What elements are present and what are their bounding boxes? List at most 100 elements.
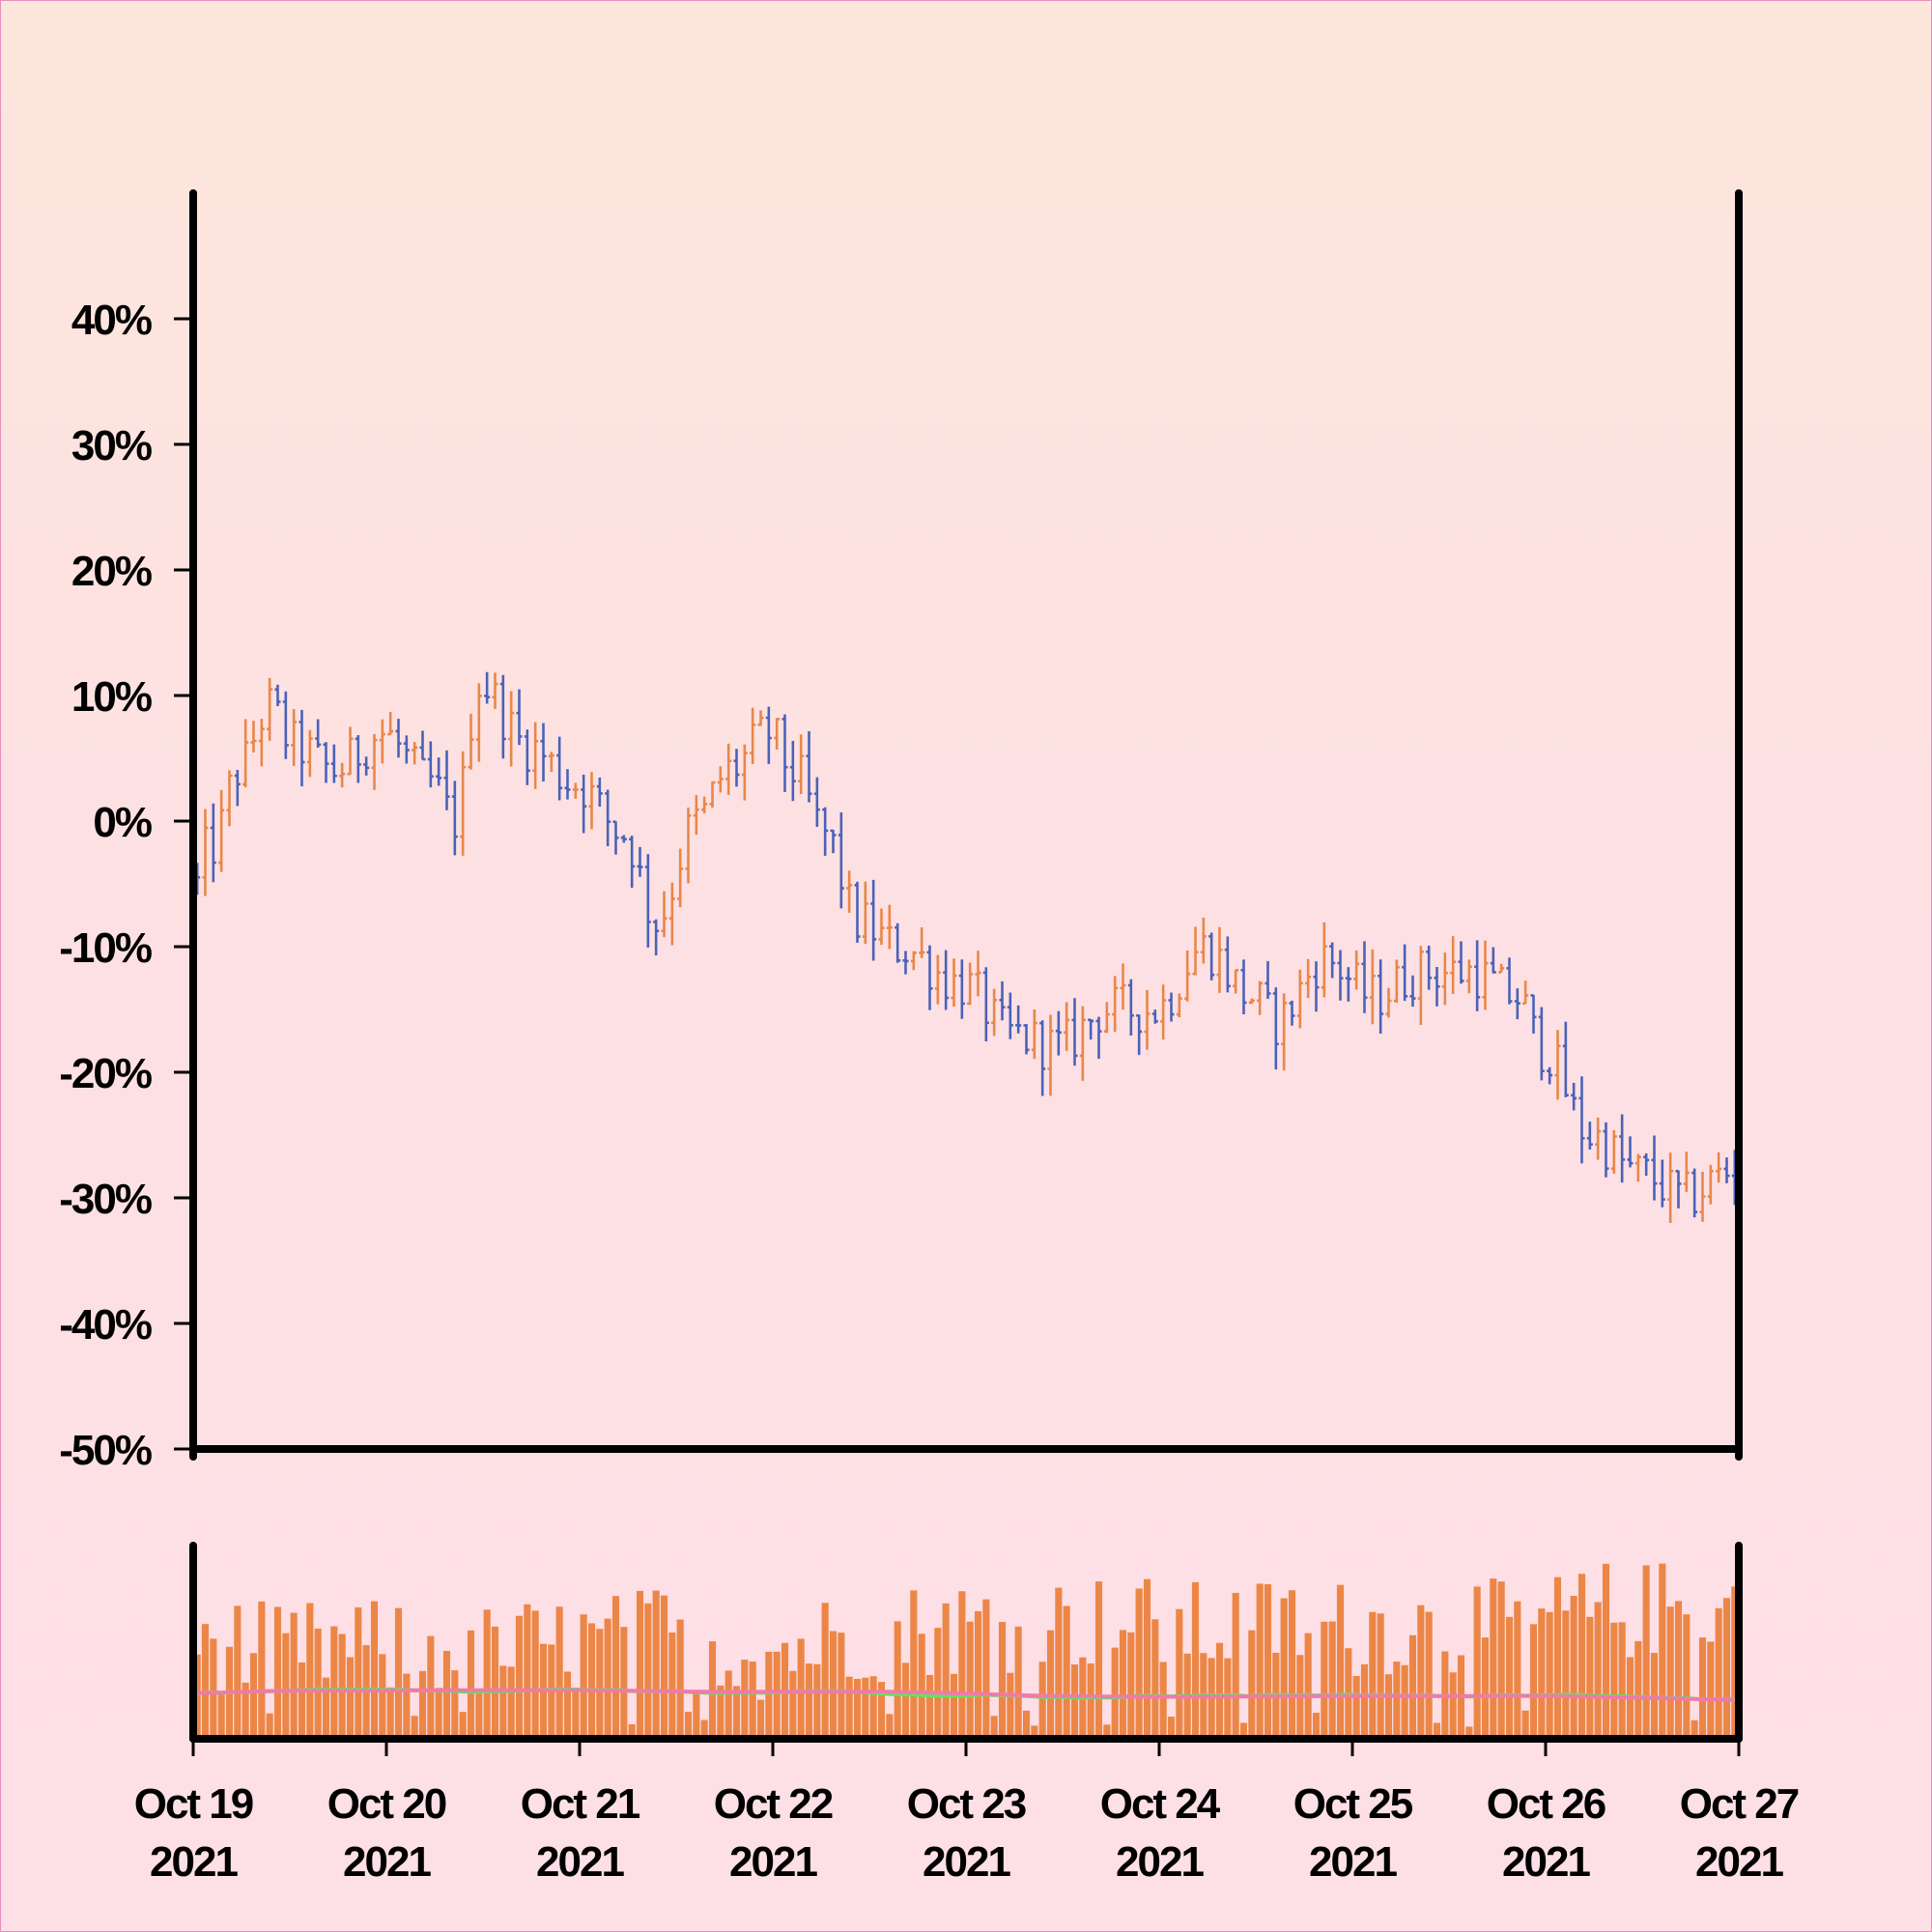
ohlc-bar: [750, 707, 756, 765]
volume-bar: [1505, 1616, 1514, 1739]
y-tick-label: -30%: [59, 1176, 152, 1223]
ohlc-bar: [709, 781, 716, 809]
volume-bar: [966, 1621, 974, 1739]
volume-bar: [346, 1657, 355, 1739]
volume-bar: [1215, 1642, 1224, 1739]
x-tick-label-year: 2021: [1309, 1838, 1397, 1886]
volume-bar: [1191, 1581, 1200, 1739]
volume-bar: [660, 1595, 668, 1739]
volume-bar: [1127, 1632, 1135, 1739]
ohlc-bar: [1643, 1152, 1650, 1177]
ohlc-bar: [1490, 947, 1496, 974]
ohlc-bar: [1289, 1000, 1295, 1026]
ohlc-bar: [701, 796, 708, 814]
volume-bar: [1417, 1605, 1425, 1739]
volume-bar: [1473, 1586, 1481, 1739]
ohlc-bar: [1264, 960, 1271, 999]
volume-bar: [1022, 1710, 1031, 1739]
ohlc-bar: [395, 719, 402, 758]
ohlc-bar: [1160, 984, 1167, 1040]
ohlc-bar: [926, 945, 933, 1010]
ohlc-bar: [612, 820, 619, 855]
ohlc-bar: [1313, 961, 1320, 1012]
volume-bar: [925, 1674, 934, 1739]
volume-bar: [587, 1623, 596, 1739]
volume-bar: [974, 1610, 982, 1739]
ohlc-bar: [427, 741, 434, 788]
volume-bar: [524, 1604, 531, 1739]
ohlc-bar: [508, 691, 515, 767]
ohlc-bar: [1619, 1114, 1626, 1183]
ohlc-bar: [210, 803, 216, 883]
volume-bar: [403, 1673, 411, 1739]
x-tick-label-year: 2021: [1116, 1838, 1204, 1886]
ohlc-bar: [1064, 1002, 1070, 1051]
ohlc-bar: [975, 951, 981, 997]
volume-bar: [1521, 1710, 1529, 1739]
volume-bar: [322, 1677, 330, 1739]
volume-bar: [741, 1660, 749, 1739]
volume-bar: [886, 1714, 894, 1739]
x-tick-label-year: 2021: [1695, 1838, 1783, 1886]
ohlc-bar: [363, 756, 370, 776]
volume-bar: [491, 1626, 499, 1739]
ohlc-bar: [999, 980, 1006, 1021]
ohlc-bar: [620, 835, 627, 843]
ohlc-bar: [492, 672, 498, 710]
volume-bar: [717, 1685, 724, 1739]
ohlc-bar: [1699, 1172, 1706, 1222]
volume-bar: [217, 1692, 225, 1739]
ohlc-bar: [1369, 949, 1376, 1025]
ohlc-bar: [951, 958, 957, 1008]
volume-bar: [596, 1629, 604, 1739]
ohlc-bar: [693, 795, 699, 836]
ohlc-bar: [226, 770, 233, 827]
volume-bar: [1094, 1581, 1103, 1739]
ohlc-bar: [854, 881, 861, 943]
ohlc-bar: [1192, 926, 1199, 976]
volume-bar: [1674, 1601, 1683, 1739]
ohlc-bar: [572, 782, 579, 799]
ohlc-bar: [1707, 1164, 1714, 1205]
ohlc-bar: [436, 757, 442, 786]
volume-bar: [1594, 1602, 1602, 1739]
x-tick-label-date: Oct 23: [907, 1780, 1026, 1828]
ohlc-bar: [581, 774, 587, 834]
volume-bar: [1038, 1662, 1046, 1739]
volume-bar: [1408, 1634, 1417, 1739]
ohlc-bar: [886, 904, 893, 950]
ohlc-bar: [1675, 1170, 1682, 1208]
volume-bar: [210, 1638, 217, 1739]
volume-bar: [918, 1634, 925, 1739]
volume-bar: [306, 1603, 314, 1739]
ohlc-bar: [1329, 942, 1336, 979]
ohlc-bar: [524, 729, 530, 785]
ohlc-bar: [1136, 1013, 1143, 1056]
volume-bar: [611, 1596, 620, 1739]
volume-bar: [1642, 1565, 1650, 1739]
y-tick-label: 30%: [71, 422, 152, 469]
volume-bar: [1690, 1719, 1698, 1739]
x-tick-label-date: Oct 24: [1100, 1780, 1221, 1828]
volume-bar: [580, 1614, 587, 1739]
ohlc-bar: [1627, 1136, 1634, 1168]
ohlc-bar: [1103, 1002, 1110, 1034]
ohlc-bar: [862, 881, 868, 945]
volume-bar: [1659, 1563, 1666, 1739]
volume-bar: [1481, 1637, 1490, 1739]
volume-bar: [1159, 1662, 1167, 1739]
ohlc-bar: [1514, 988, 1520, 1020]
volume-bar: [1425, 1611, 1433, 1739]
volume-bar: [1449, 1672, 1457, 1739]
ohlc-bar: [1015, 1005, 1022, 1034]
volume-bar: [1167, 1717, 1176, 1739]
volume-bar: [1610, 1622, 1618, 1739]
ohlc-bar: [451, 781, 458, 856]
ohlc-bar: [878, 908, 885, 946]
volume-bar: [442, 1650, 451, 1739]
ohlc-bar: [1667, 1152, 1674, 1224]
volume-bar: [1586, 1616, 1594, 1739]
ohlc-bar: [1248, 998, 1255, 1005]
volume-bar: [693, 1693, 700, 1739]
ohlc-bar: [838, 811, 844, 909]
